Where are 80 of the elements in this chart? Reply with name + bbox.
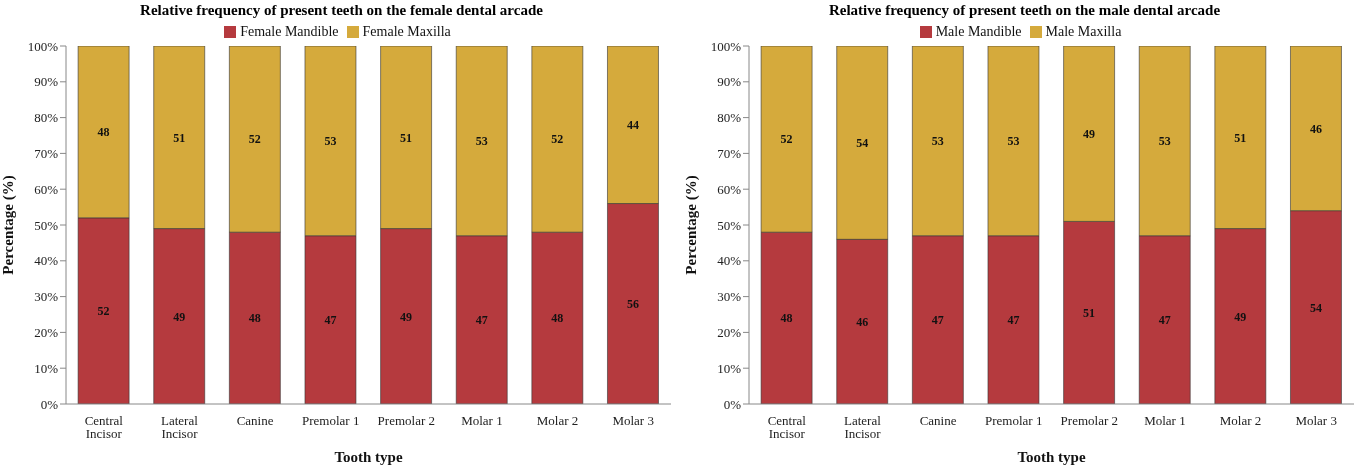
data-label: 51	[1083, 305, 1096, 320]
legend-label: Male Mandible	[935, 24, 1022, 40]
y-tick-label: 50%	[34, 217, 59, 233]
x-tick-label: Premolar 1	[984, 413, 1043, 429]
x-tick-label: Molar 1	[461, 413, 503, 429]
data-label: 47	[1158, 313, 1171, 328]
x-axis-title: Tooth type	[334, 449, 403, 465]
data-label: 51	[173, 130, 186, 145]
data-label: 54	[1309, 300, 1322, 315]
data-label: 53	[475, 134, 488, 149]
y-tick-label: 30%	[34, 289, 59, 305]
y-tick-label: 40%	[717, 253, 742, 269]
y-tick-label: 10%	[717, 360, 742, 376]
data-label: 48	[97, 125, 110, 140]
y-tick-label: 70%	[717, 146, 742, 162]
legend-label: Female Mandible	[240, 24, 339, 40]
y-tick-label: 90%	[717, 74, 742, 90]
x-tick-label: Molar 1	[1144, 413, 1186, 429]
data-label: 52	[551, 132, 564, 147]
data-label: 56	[626, 297, 639, 312]
data-label: 49	[400, 309, 413, 324]
data-label: 47	[931, 313, 944, 328]
x-tick-label: Central Incisor	[767, 413, 807, 442]
data-label: 54	[856, 135, 869, 150]
data-label: 49	[1083, 126, 1096, 141]
data-label: 49	[173, 309, 186, 324]
x-tick-label: Premolar 1	[301, 413, 360, 429]
chart-title: Relative frequency of present teeth on the female dental arcade	[139, 1, 544, 20]
y-tick-label: 40%	[34, 253, 59, 269]
data-label: 46	[856, 314, 869, 329]
x-tick-label: Premolar 2	[1060, 413, 1119, 429]
data-label: 47	[475, 313, 488, 328]
data-label: 48	[248, 311, 261, 326]
data-label: 47	[324, 313, 337, 328]
y-tick-label: 60%	[717, 181, 742, 197]
series-label: Female Maxilla	[362, 24, 451, 40]
data-label: 51	[400, 130, 413, 145]
y-tick-label: 100%	[27, 38, 59, 54]
data-label: 53	[1007, 134, 1020, 149]
x-tick-label: Molar 2	[1219, 413, 1262, 429]
data-label: 48	[551, 311, 564, 326]
x-tick-label: Central Incisor	[84, 413, 124, 442]
x-tick-label: Canine	[236, 413, 274, 429]
y-tick-label: 60%	[34, 181, 59, 197]
x-tick-label: Molar 3	[612, 413, 654, 429]
data-label: 47	[1007, 313, 1020, 328]
y-axis-title: Percentage (%)	[0, 175, 18, 275]
x-tick-label: Canine	[919, 413, 957, 429]
data-label: 46	[1309, 121, 1322, 136]
y-tick-label: 80%	[717, 110, 742, 126]
data-label: 53	[1158, 134, 1171, 149]
y-axis-title: Percentage (%)	[683, 175, 701, 275]
x-tick-label: Molar 3	[1295, 413, 1337, 429]
y-tick-label: 20%	[34, 325, 59, 341]
y-tick-label: 30%	[717, 289, 742, 305]
data-label: 52	[780, 132, 793, 147]
y-tick-label: 20%	[717, 325, 742, 341]
x-tick-label: Lateral Incisor	[844, 413, 882, 442]
data-label: 44	[626, 118, 639, 133]
data-label: 52	[97, 304, 110, 319]
y-tick-label: 100%	[710, 38, 742, 54]
y-tick-label: 70%	[34, 146, 59, 162]
x-axis-title: Tooth type	[1017, 449, 1086, 465]
y-tick-label: 50%	[717, 217, 742, 233]
x-tick-label: Lateral Incisor	[161, 413, 199, 442]
y-tick-label: 10%	[34, 360, 59, 376]
data-label: 53	[931, 134, 944, 149]
data-label: 48	[780, 311, 793, 326]
y-tick-label: 80%	[34, 110, 59, 126]
data-label: 49	[1234, 309, 1247, 324]
data-label: 52	[248, 132, 261, 147]
x-tick-label: Premolar 2	[377, 413, 436, 429]
y-tick-label: 90%	[34, 74, 59, 90]
data-label: 53	[324, 134, 337, 149]
y-tick-label: 0%	[723, 396, 742, 412]
chart-title: Relative frequency of present teeth on the male dental arcade	[827, 1, 1222, 20]
series-label: Male Maxilla	[1045, 24, 1122, 40]
data-label: 51	[1234, 130, 1247, 145]
y-tick-label: 0%	[40, 396, 59, 412]
x-tick-label: Molar 2	[536, 413, 579, 429]
